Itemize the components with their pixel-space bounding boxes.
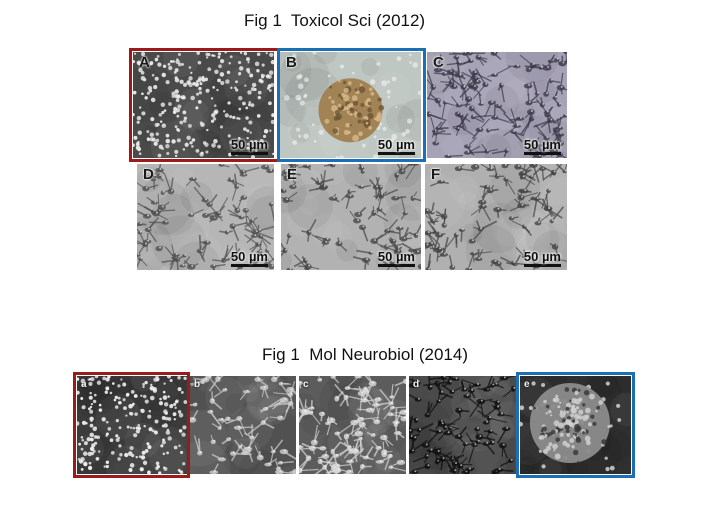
panel-F-micrograph [425,164,567,270]
panel-B-scale: 50 µm [377,138,415,155]
panel-e-image: e [520,376,631,474]
panel-C-scale: 50 µm [523,138,561,155]
panel-D-scale: 50 µm [230,250,268,267]
panel-F-label: F [431,166,441,183]
panel-d-micrograph [409,376,516,474]
panel-a-label: a [81,379,87,390]
panel-e-label: e [524,379,530,390]
panel-b-image: b [190,376,296,474]
panel-a-micrograph [77,376,187,474]
panel-b-micrograph [190,376,296,474]
panel-c-label: c [303,379,309,390]
panel-D-label: D [143,166,154,183]
panel-F-scale: 50 µm [523,250,561,267]
panel-C-label: C [433,54,444,71]
panel-D-image: D 50 µm [137,164,274,270]
panel-D-micrograph [137,164,274,270]
panel-A-micrograph [133,52,274,158]
panel-e-micrograph [520,376,631,474]
panel-A-image: A 50 µm [133,52,274,158]
panel-C-image: C 50 µm [427,52,567,158]
panel-b-label: b [194,379,201,390]
panel-A-scale: 50 µm [230,138,268,155]
panel-A-label: A [139,54,150,71]
panel-F-image: F 50 µm [425,164,567,270]
panel-d-image: d [409,376,516,474]
figure-title-bottom: Fig 1 Mol Neurobiol (2014) [262,345,468,364]
panel-B-micrograph [280,52,421,158]
panel-B-label: B [286,54,297,71]
panel-E-image: E 50 µm [281,164,421,270]
panel-a-image: a [77,376,187,474]
panel-d-label: d [413,379,420,390]
panel-E-label: E [287,166,298,183]
panel-c-micrograph [299,376,406,474]
panel-B-image: B 50 µm [280,52,421,158]
panel-E-scale: 50 µm [377,250,415,267]
panel-C-micrograph [427,52,567,158]
panel-E-micrograph [281,164,421,270]
figure-title-top: Fig 1 Toxicol Sci (2012) [244,11,426,30]
panel-c-image: c [299,376,406,474]
